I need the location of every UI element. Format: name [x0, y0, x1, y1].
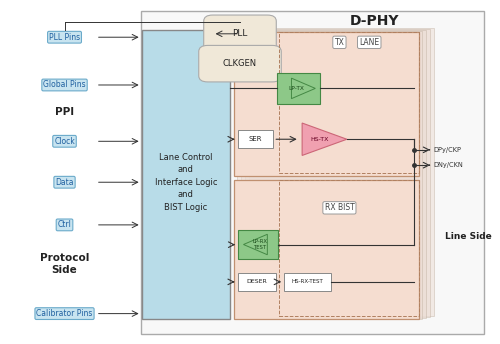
FancyBboxPatch shape	[198, 45, 281, 82]
Text: LANE: LANE	[359, 38, 380, 47]
Bar	[140, 11, 484, 334]
Text: Line Side: Line Side	[446, 232, 492, 241]
Text: LP-TX: LP-TX	[288, 86, 304, 91]
Polygon shape	[244, 234, 268, 255]
Polygon shape	[302, 123, 347, 155]
Text: DPy/CKP: DPy/CKP	[434, 147, 462, 153]
Bar	[249, 28, 434, 316]
Text: Ctrl: Ctrl	[58, 221, 71, 229]
Polygon shape	[292, 78, 316, 99]
Text: Calibrator Pins: Calibrator Pins	[36, 309, 92, 318]
Bar	[142, 30, 230, 320]
Text: DNy/CKN: DNy/CKN	[434, 162, 464, 168]
Bar	[234, 180, 419, 320]
Text: DESER: DESER	[246, 279, 268, 284]
Text: CLKGEN: CLKGEN	[223, 59, 257, 68]
Text: HS-TX: HS-TX	[310, 137, 328, 142]
Bar	[238, 273, 277, 291]
Bar	[238, 230, 278, 259]
Text: Clock: Clock	[54, 137, 75, 146]
Text: PPI: PPI	[55, 107, 74, 117]
Text: PLL: PLL	[232, 29, 248, 38]
Text: D-PHY: D-PHY	[350, 14, 399, 28]
Bar	[284, 273, 331, 291]
Text: LP-RX
TEST: LP-RX TEST	[253, 239, 268, 250]
Bar	[278, 73, 320, 104]
Bar	[237, 31, 422, 319]
Text: HS-RX-TEST: HS-RX-TEST	[292, 279, 323, 284]
Bar	[279, 32, 419, 173]
Bar	[241, 30, 426, 318]
Bar	[279, 180, 419, 316]
Text: Data: Data	[56, 178, 74, 187]
Text: SER: SER	[248, 136, 262, 142]
Bar	[234, 32, 419, 176]
Bar	[238, 130, 274, 148]
FancyBboxPatch shape	[204, 15, 277, 53]
Text: Global Pins: Global Pins	[43, 80, 86, 89]
Text: Lane Control
and
Interface Logic
and
BIST Logic: Lane Control and Interface Logic and BIS…	[154, 153, 217, 212]
Text: RX BIST: RX BIST	[324, 203, 354, 212]
Text: TX: TX	[334, 38, 344, 47]
Text: Protocol
Side: Protocol Side	[40, 253, 89, 275]
Bar	[245, 29, 430, 317]
Text: PLL Pins: PLL Pins	[49, 33, 80, 42]
